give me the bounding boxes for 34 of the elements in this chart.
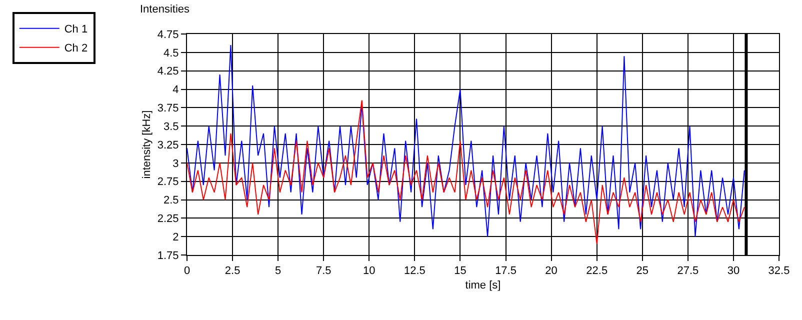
x-tick-label: 2.5 [224,265,240,278]
x-tick-label: 22.5 [586,265,608,278]
y-tick-label: 2 [172,231,179,244]
y-tick-label: 3.25 [157,139,179,152]
x-tick-label: 25 [636,265,649,278]
y-tick-label: 2.5 [164,194,179,207]
line-series [187,44,745,238]
x-axis-title: time [s] [465,279,501,292]
y-tick-label: 3.75 [157,102,179,115]
y-tick-label: 2.75 [157,176,179,188]
y-tick-label: 4.75 [157,28,179,41]
y-tick-label: 4.25 [157,66,179,78]
x-tick-label: 10 [363,265,376,278]
x-tick-label: 17.5 [495,265,516,278]
x-tick-label: 32.5 [768,265,790,278]
x-tick-label: 27.5 [677,265,699,278]
y-axis-title: intensity [kHz] [141,110,154,179]
y-tick-label: 3 [172,158,179,170]
x-tick-label: 12.5 [404,265,426,278]
legend-label: Ch 1 [64,24,88,36]
x-tick-label: 5 [275,265,282,278]
x-tick-label: 0 [184,265,190,278]
line-series [187,100,745,244]
x-tick-label: 15 [454,265,466,278]
x-tick-label: 20 [545,265,558,278]
y-tick-label: 3.5 [164,120,179,133]
y-tick-label: 4.5 [164,47,179,60]
y-tick-label: 2.25 [157,213,179,226]
y-tick-label: 1.75 [157,250,179,262]
y-tick-label: 4 [172,84,179,96]
x-tick-label: 30 [727,265,740,278]
x-tick-label: 7.5 [316,265,332,278]
legend-label: Ch 2 [64,42,88,55]
chart-title: Intensities [140,4,190,16]
